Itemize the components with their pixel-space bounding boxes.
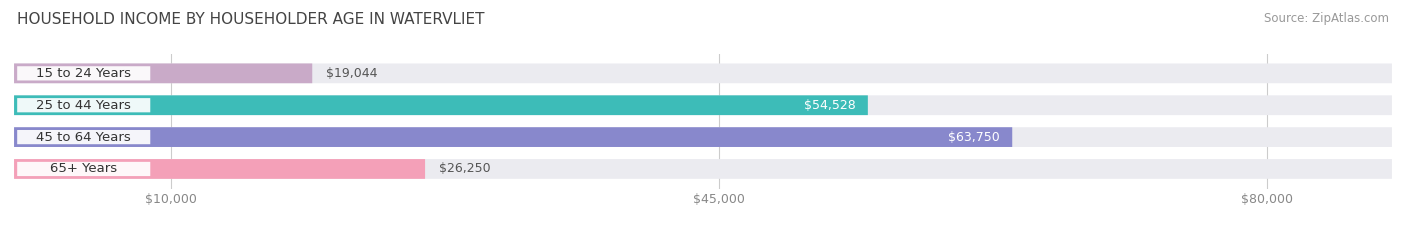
FancyBboxPatch shape (14, 63, 1392, 83)
FancyBboxPatch shape (14, 159, 1392, 179)
Text: 25 to 44 Years: 25 to 44 Years (37, 99, 131, 112)
FancyBboxPatch shape (17, 98, 150, 112)
Text: HOUSEHOLD INCOME BY HOUSEHOLDER AGE IN WATERVLIET: HOUSEHOLD INCOME BY HOUSEHOLDER AGE IN W… (17, 12, 485, 27)
FancyBboxPatch shape (14, 95, 1392, 115)
FancyBboxPatch shape (17, 162, 150, 176)
Text: $54,528: $54,528 (804, 99, 855, 112)
FancyBboxPatch shape (14, 159, 425, 179)
Text: 45 to 64 Years: 45 to 64 Years (37, 130, 131, 144)
Text: Source: ZipAtlas.com: Source: ZipAtlas.com (1264, 12, 1389, 25)
Text: 15 to 24 Years: 15 to 24 Years (37, 67, 131, 80)
Text: $19,044: $19,044 (326, 67, 378, 80)
Text: 65+ Years: 65+ Years (51, 162, 117, 175)
FancyBboxPatch shape (14, 127, 1012, 147)
FancyBboxPatch shape (17, 66, 150, 80)
FancyBboxPatch shape (14, 127, 1392, 147)
FancyBboxPatch shape (17, 130, 150, 144)
Text: $63,750: $63,750 (948, 130, 1000, 144)
FancyBboxPatch shape (14, 63, 312, 83)
Text: $26,250: $26,250 (439, 162, 491, 175)
FancyBboxPatch shape (14, 95, 868, 115)
